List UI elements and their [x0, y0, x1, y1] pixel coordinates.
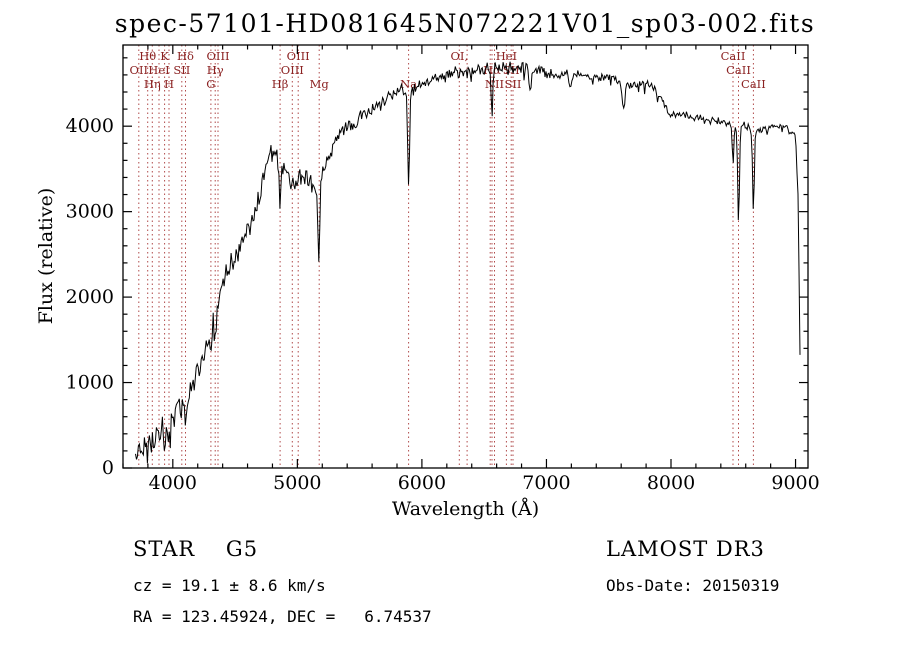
- spectral-line-label: CaII: [726, 63, 751, 77]
- obs-date-text: Obs-Date: 20150319: [606, 576, 780, 595]
- plot-title: spec-57101-HD081645N072221V01_sp03-002.f…: [114, 9, 816, 38]
- spectral-line-label: OI,: [450, 49, 468, 63]
- spectral-line-label: H: [164, 77, 174, 91]
- y-axis-label: Flux (relative): [35, 187, 57, 325]
- y-tick-label: 1000: [66, 372, 114, 394]
- x-tick-label: 7000: [522, 472, 570, 494]
- spectral-line-label: OIII: [281, 63, 304, 77]
- spectral-line-label: CaII: [721, 49, 746, 63]
- y-tick-label: 2000: [66, 286, 114, 308]
- spectral-line-label: Hθ: [139, 49, 156, 63]
- cz-text: cz = 19.1 ± 8.6 km/s: [133, 576, 326, 595]
- classification-text: STAR G5: [133, 537, 259, 561]
- spectral-line-label: OII: [130, 63, 149, 77]
- spectral-line-label: SII: [505, 77, 522, 91]
- x-tick-label: 5000: [273, 472, 321, 494]
- y-tick-label: 4000: [66, 115, 114, 137]
- x-tick-label: 9000: [771, 472, 819, 494]
- x-tick-label: 6000: [398, 472, 446, 494]
- spectral-line-label: SII: [173, 63, 190, 77]
- x-tick-label: 4000: [149, 472, 197, 494]
- spectral-line-label: OIII: [287, 49, 310, 63]
- spectral-line-label: NII: [485, 77, 504, 91]
- spectral-line-label: HeI: [496, 49, 517, 63]
- spectral-line-label: Hη: [144, 77, 161, 91]
- spectral-line-label: K: [160, 49, 169, 63]
- spectral-line-label: Na: [400, 77, 417, 91]
- y-tick-label: 0: [102, 457, 114, 479]
- plot-frame: [122, 44, 809, 469]
- survey-text: LAMOST DR3: [606, 537, 765, 561]
- spectral-line-label: Hγ: [207, 63, 224, 77]
- x-axis-label: Wavelength (Å): [391, 498, 540, 520]
- spectral-line-label: Hδ: [177, 49, 194, 63]
- spectral-line-label: CaII: [741, 77, 766, 91]
- ra-dec-text: RA = 123.45924, DEC = 6.74537: [133, 607, 432, 626]
- spectral-line-label: Hβ: [272, 77, 289, 91]
- spectral-line-label: HeI: [148, 63, 169, 77]
- x-tick-label: 8000: [647, 472, 695, 494]
- y-tick-label: 3000: [66, 201, 114, 223]
- spectral-line-label: Mg: [310, 77, 330, 91]
- spectral-line-label: G: [206, 77, 215, 91]
- spectrum-trace: [135, 61, 801, 464]
- spectral-line-label: OIII: [206, 49, 229, 63]
